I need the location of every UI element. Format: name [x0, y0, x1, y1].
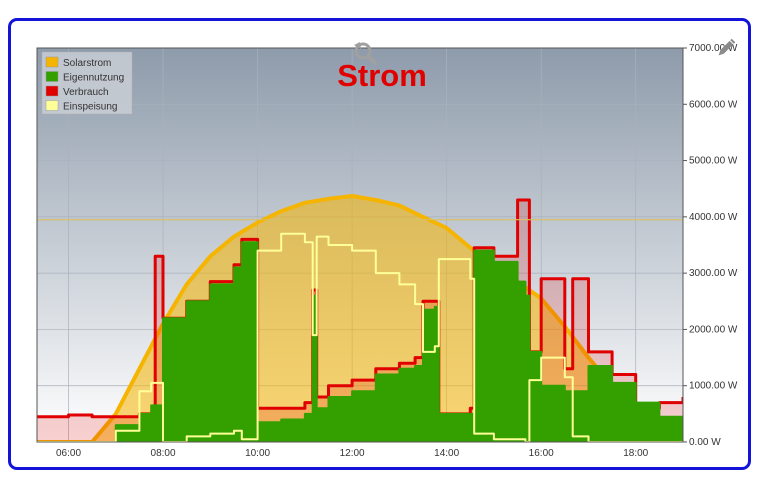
x-tick-label: 14:00: [434, 448, 459, 459]
legend-label-eigennutzung: Eigennutzung: [63, 73, 124, 84]
series-line-solarstrom: [37, 194, 683, 442]
legend-swatch-eigennutzung: [45, 71, 59, 82]
y-axis: 0.00 W 1000.00 W 2000.00 W 3000.00 W 4000.00…: [683, 43, 738, 448]
x-tick-label: 16:00: [529, 448, 554, 459]
legend-swatch-einspeisung: [45, 100, 59, 111]
legend-swatch-verbrauch: [45, 85, 59, 97]
y-tick-label: 0.00 W: [689, 437, 721, 448]
y-tick-label: 1000.00 W: [689, 381, 738, 392]
x-tick-label: 10:00: [245, 448, 270, 459]
y-tick-label: 5000.00 W: [689, 156, 738, 167]
series-line-eigennutzung: [37, 241, 683, 442]
y-tick-label: 3000.00 W: [689, 268, 738, 279]
chart-svg: 06:00 08:00 10:00 12:00 14:00 16:00 18:00 0.00…: [36, 38, 738, 459]
legend: Solarstrom Eigennutzung Verbrauch Einspeisu…: [41, 51, 133, 115]
x-tick-label: 12:00: [340, 448, 365, 459]
chart-frame: 06:00 08:00 10:00 12:00 14:00 16:00 18:00 0.00…: [8, 18, 751, 470]
x-tick-label: 06:00: [56, 448, 81, 459]
y-tick-label: 6000.00 W: [689, 99, 738, 110]
chart-title: Strom: [337, 58, 427, 93]
series-line-einspeisung: [37, 232, 683, 442]
legend-label-solarstrom: Solarstrom: [63, 58, 111, 69]
y-tick-label: 2000.00 W: [689, 324, 738, 335]
legend-label-einspeisung: Einspeisung: [63, 102, 117, 113]
series-area-eigennutzung: [37, 242, 683, 442]
legend-swatch-solarstrom: [45, 56, 59, 68]
reset-zoom-icon[interactable]: [354, 42, 377, 65]
x-tick-label: 08:00: [151, 448, 176, 459]
x-axis: 06:00 08:00 10:00 12:00 14:00 16:00 18:00: [56, 448, 649, 459]
y-tick-label: 4000.00 W: [689, 212, 738, 223]
series-layer: [37, 194, 683, 442]
x-tick-label: 18:00: [623, 448, 648, 459]
y-tick-label: 7000.00 W: [689, 43, 738, 54]
legend-label-verbrauch: Verbrauch: [63, 87, 109, 98]
